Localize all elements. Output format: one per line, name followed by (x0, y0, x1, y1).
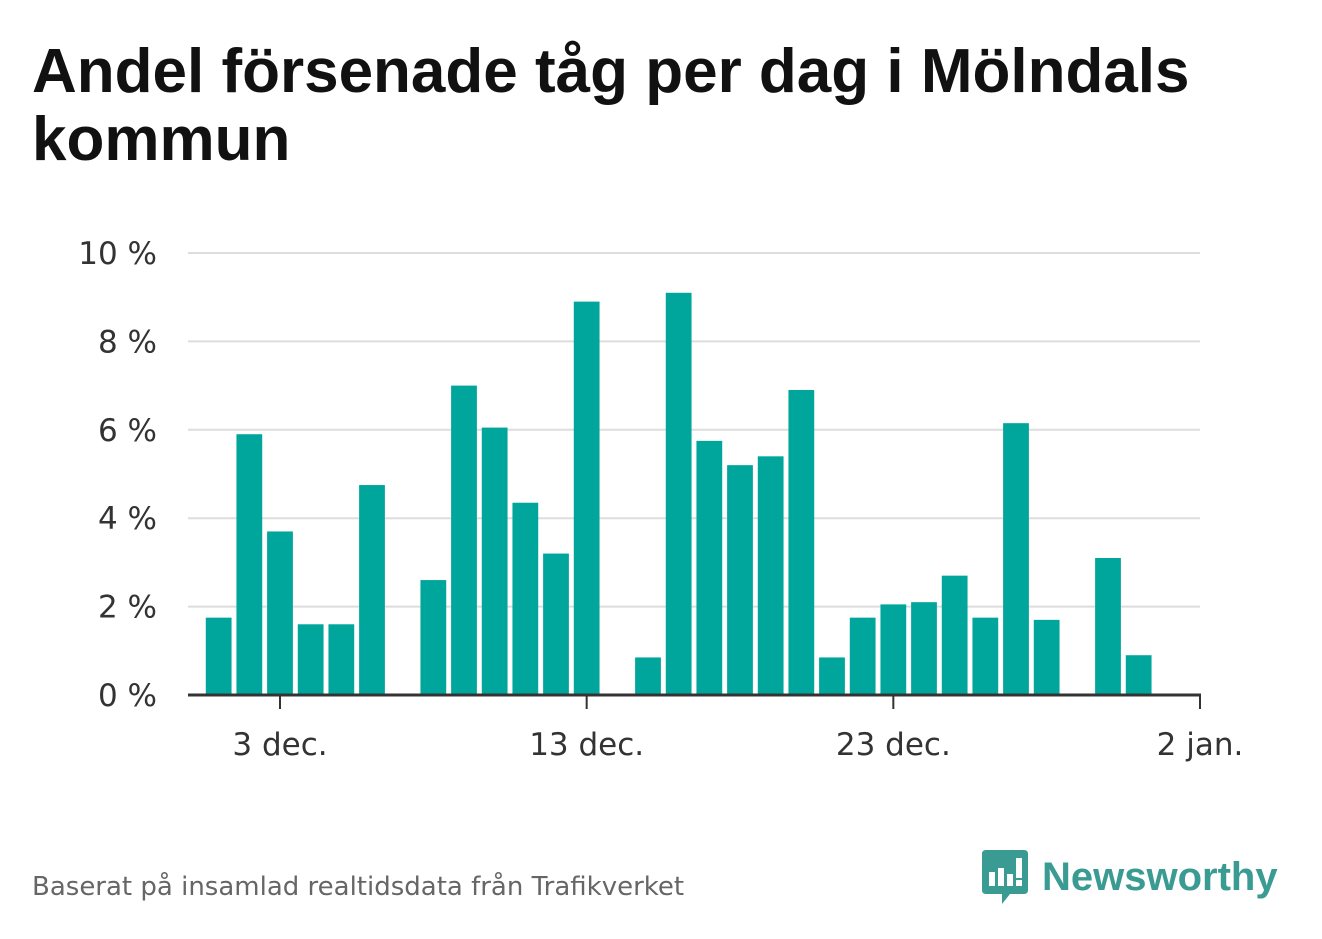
x-tick-label: 2 jan. (1157, 727, 1244, 763)
y-tick-label: 4 % (98, 501, 157, 537)
bar (205, 617, 232, 695)
bar (573, 301, 600, 695)
x-tick-label: 23 dec. (836, 727, 951, 763)
bar (420, 580, 447, 695)
bar (880, 604, 907, 695)
bar (1095, 557, 1121, 695)
bar (359, 485, 385, 695)
bar (297, 624, 324, 695)
bar (512, 502, 539, 695)
bar (727, 465, 753, 695)
bar (665, 292, 692, 695)
bar (972, 617, 999, 695)
chart-title: Andel försenade tåg per dag i Mölndals k… (32, 37, 1190, 174)
bar (941, 575, 968, 695)
newsworthy-logo-icon (982, 850, 1028, 904)
bar (696, 440, 723, 695)
bar (1033, 619, 1060, 695)
y-tick-label: 8 % (98, 324, 157, 360)
bar (849, 617, 876, 695)
y-tick-label: 0 % (98, 678, 157, 714)
bar (635, 657, 661, 695)
bar (451, 385, 477, 695)
brand-name: Newsworthy (1042, 854, 1278, 899)
bar (267, 531, 293, 695)
x-tick-label: 3 dec. (232, 727, 327, 763)
source-note: Baserat på insamlad realtidsdata från Tr… (32, 872, 685, 902)
y-tick-label: 10 % (78, 236, 157, 272)
bar (788, 390, 815, 695)
bar (757, 456, 784, 695)
gridlines (188, 252, 1200, 608)
y-axis-labels: 0 % 2 % 4 % 6 % 8 % 10 % (78, 236, 157, 714)
bars (205, 292, 1152, 695)
x-axis: 3 dec. 13 dec. 23 dec. 2 jan. (188, 693, 1244, 763)
bar (481, 427, 508, 695)
bar (819, 657, 845, 695)
bar (236, 434, 263, 695)
bar (1125, 655, 1152, 695)
bar (543, 553, 569, 695)
bar (328, 624, 355, 695)
x-tick-label: 13 dec. (529, 727, 644, 763)
y-tick-label: 6 % (98, 413, 157, 449)
y-tick-label: 2 % (98, 590, 157, 626)
bar (1003, 423, 1029, 695)
brand[interactable]: Newsworthy (980, 848, 1278, 906)
bar (911, 602, 937, 695)
